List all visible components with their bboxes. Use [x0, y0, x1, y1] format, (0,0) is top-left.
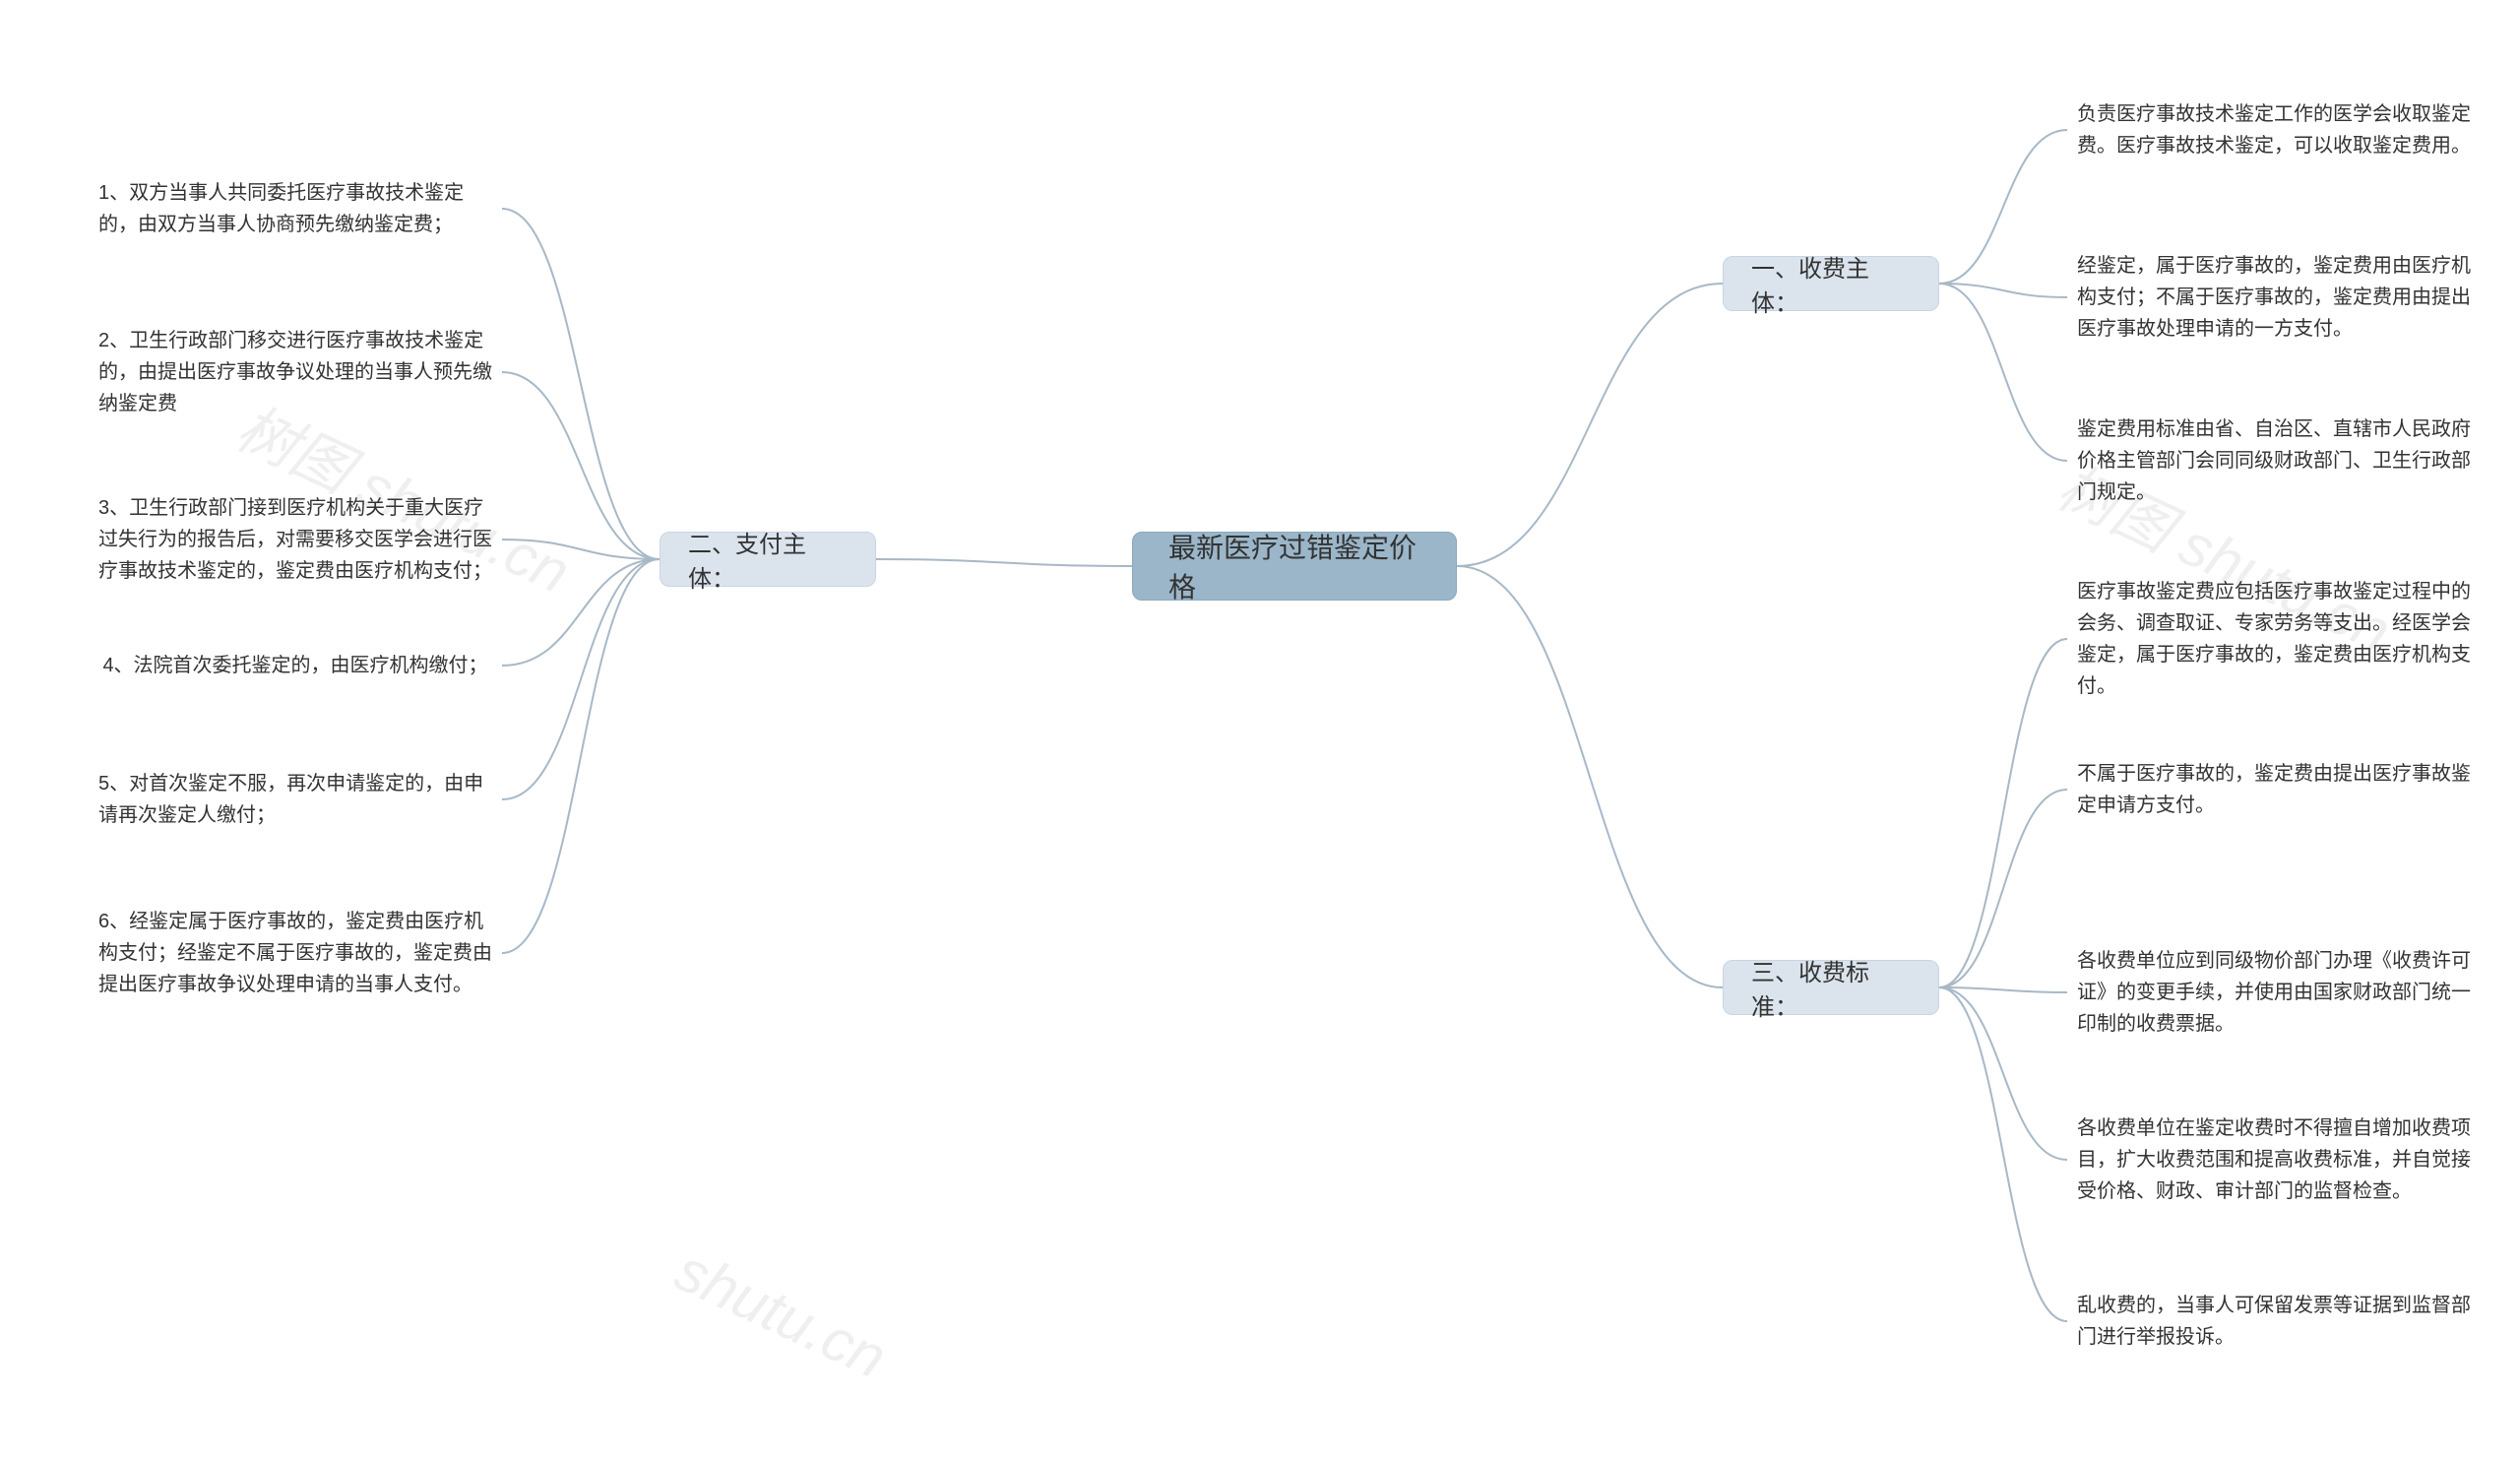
leaf-node: 不属于医疗事故的，鉴定费由提出医疗事故鉴定申请方支付。 [2077, 758, 2471, 821]
leaf-node: 各收费单位在鉴定收费时不得擅自增加收费项目，扩大收费范围和提高收费标准，并自觉接… [2077, 1112, 2471, 1207]
leaf-node: 1、双方当事人共同委托医疗事故技术鉴定的，由双方当事人协商预先缴纳鉴定费； [98, 177, 492, 240]
branch-label: 一、收费主体： [1751, 249, 1911, 318]
branch-node: 三、收费标准： [1723, 960, 1939, 1015]
branch-node: 二、支付主体： [660, 532, 876, 587]
leaf-node: 6、经鉴定属于医疗事故的，鉴定费由医疗机构支付；经鉴定不属于医疗事故的，鉴定费由… [98, 906, 492, 1000]
leaf-node: 负责医疗事故技术鉴定工作的医学会收取鉴定费。医疗事故技术鉴定，可以收取鉴定费用。 [2077, 98, 2471, 161]
branch-node: 一、收费主体： [1723, 256, 1939, 311]
center-node: 最新医疗过错鉴定价格 [1132, 532, 1457, 601]
leaf-node: 医疗事故鉴定费应包括医疗事故鉴定过程中的会务、调查取证、专家劳务等支出。经医学会… [2077, 576, 2471, 702]
branch-label: 二、支付主体： [688, 525, 848, 594]
leaf-node: 3、卫生行政部门接到医疗机构关于重大医疗过失行为的报告后，对需要移交医学会进行医… [98, 492, 492, 587]
leaf-node: 2、卫生行政部门移交进行医疗事故技术鉴定的，由提出医疗事故争议处理的当事人预先缴… [98, 325, 492, 419]
watermark: shutu.cn [665, 1236, 897, 1391]
branch-label: 三、收费标准： [1751, 953, 1911, 1022]
leaf-node: 4、法院首次委托鉴定的，由医疗机构缴付； [98, 650, 492, 681]
leaf-node: 鉴定费用标准由省、自治区、直辖市人民政府价格主管部门会同同级财政部门、卫生行政部… [2077, 413, 2471, 508]
leaf-node: 各收费单位应到同级物价部门办理《收费许可证》的变更手续，并使用由国家财政部门统一… [2077, 945, 2471, 1040]
leaf-node: 5、对首次鉴定不服，再次申请鉴定的，由申请再次鉴定人缴付； [98, 768, 492, 831]
center-label: 最新医疗过错鉴定价格 [1168, 527, 1420, 605]
leaf-node: 经鉴定，属于医疗事故的，鉴定费用由医疗机构支付；不属于医疗事故的，鉴定费用由提出… [2077, 250, 2471, 345]
mindmap-canvas: { "colors": { "background": "#ffffff", "… [0, 0, 2520, 1462]
leaf-node: 乱收费的，当事人可保留发票等证据到监督部门进行举报投诉。 [2077, 1290, 2471, 1353]
